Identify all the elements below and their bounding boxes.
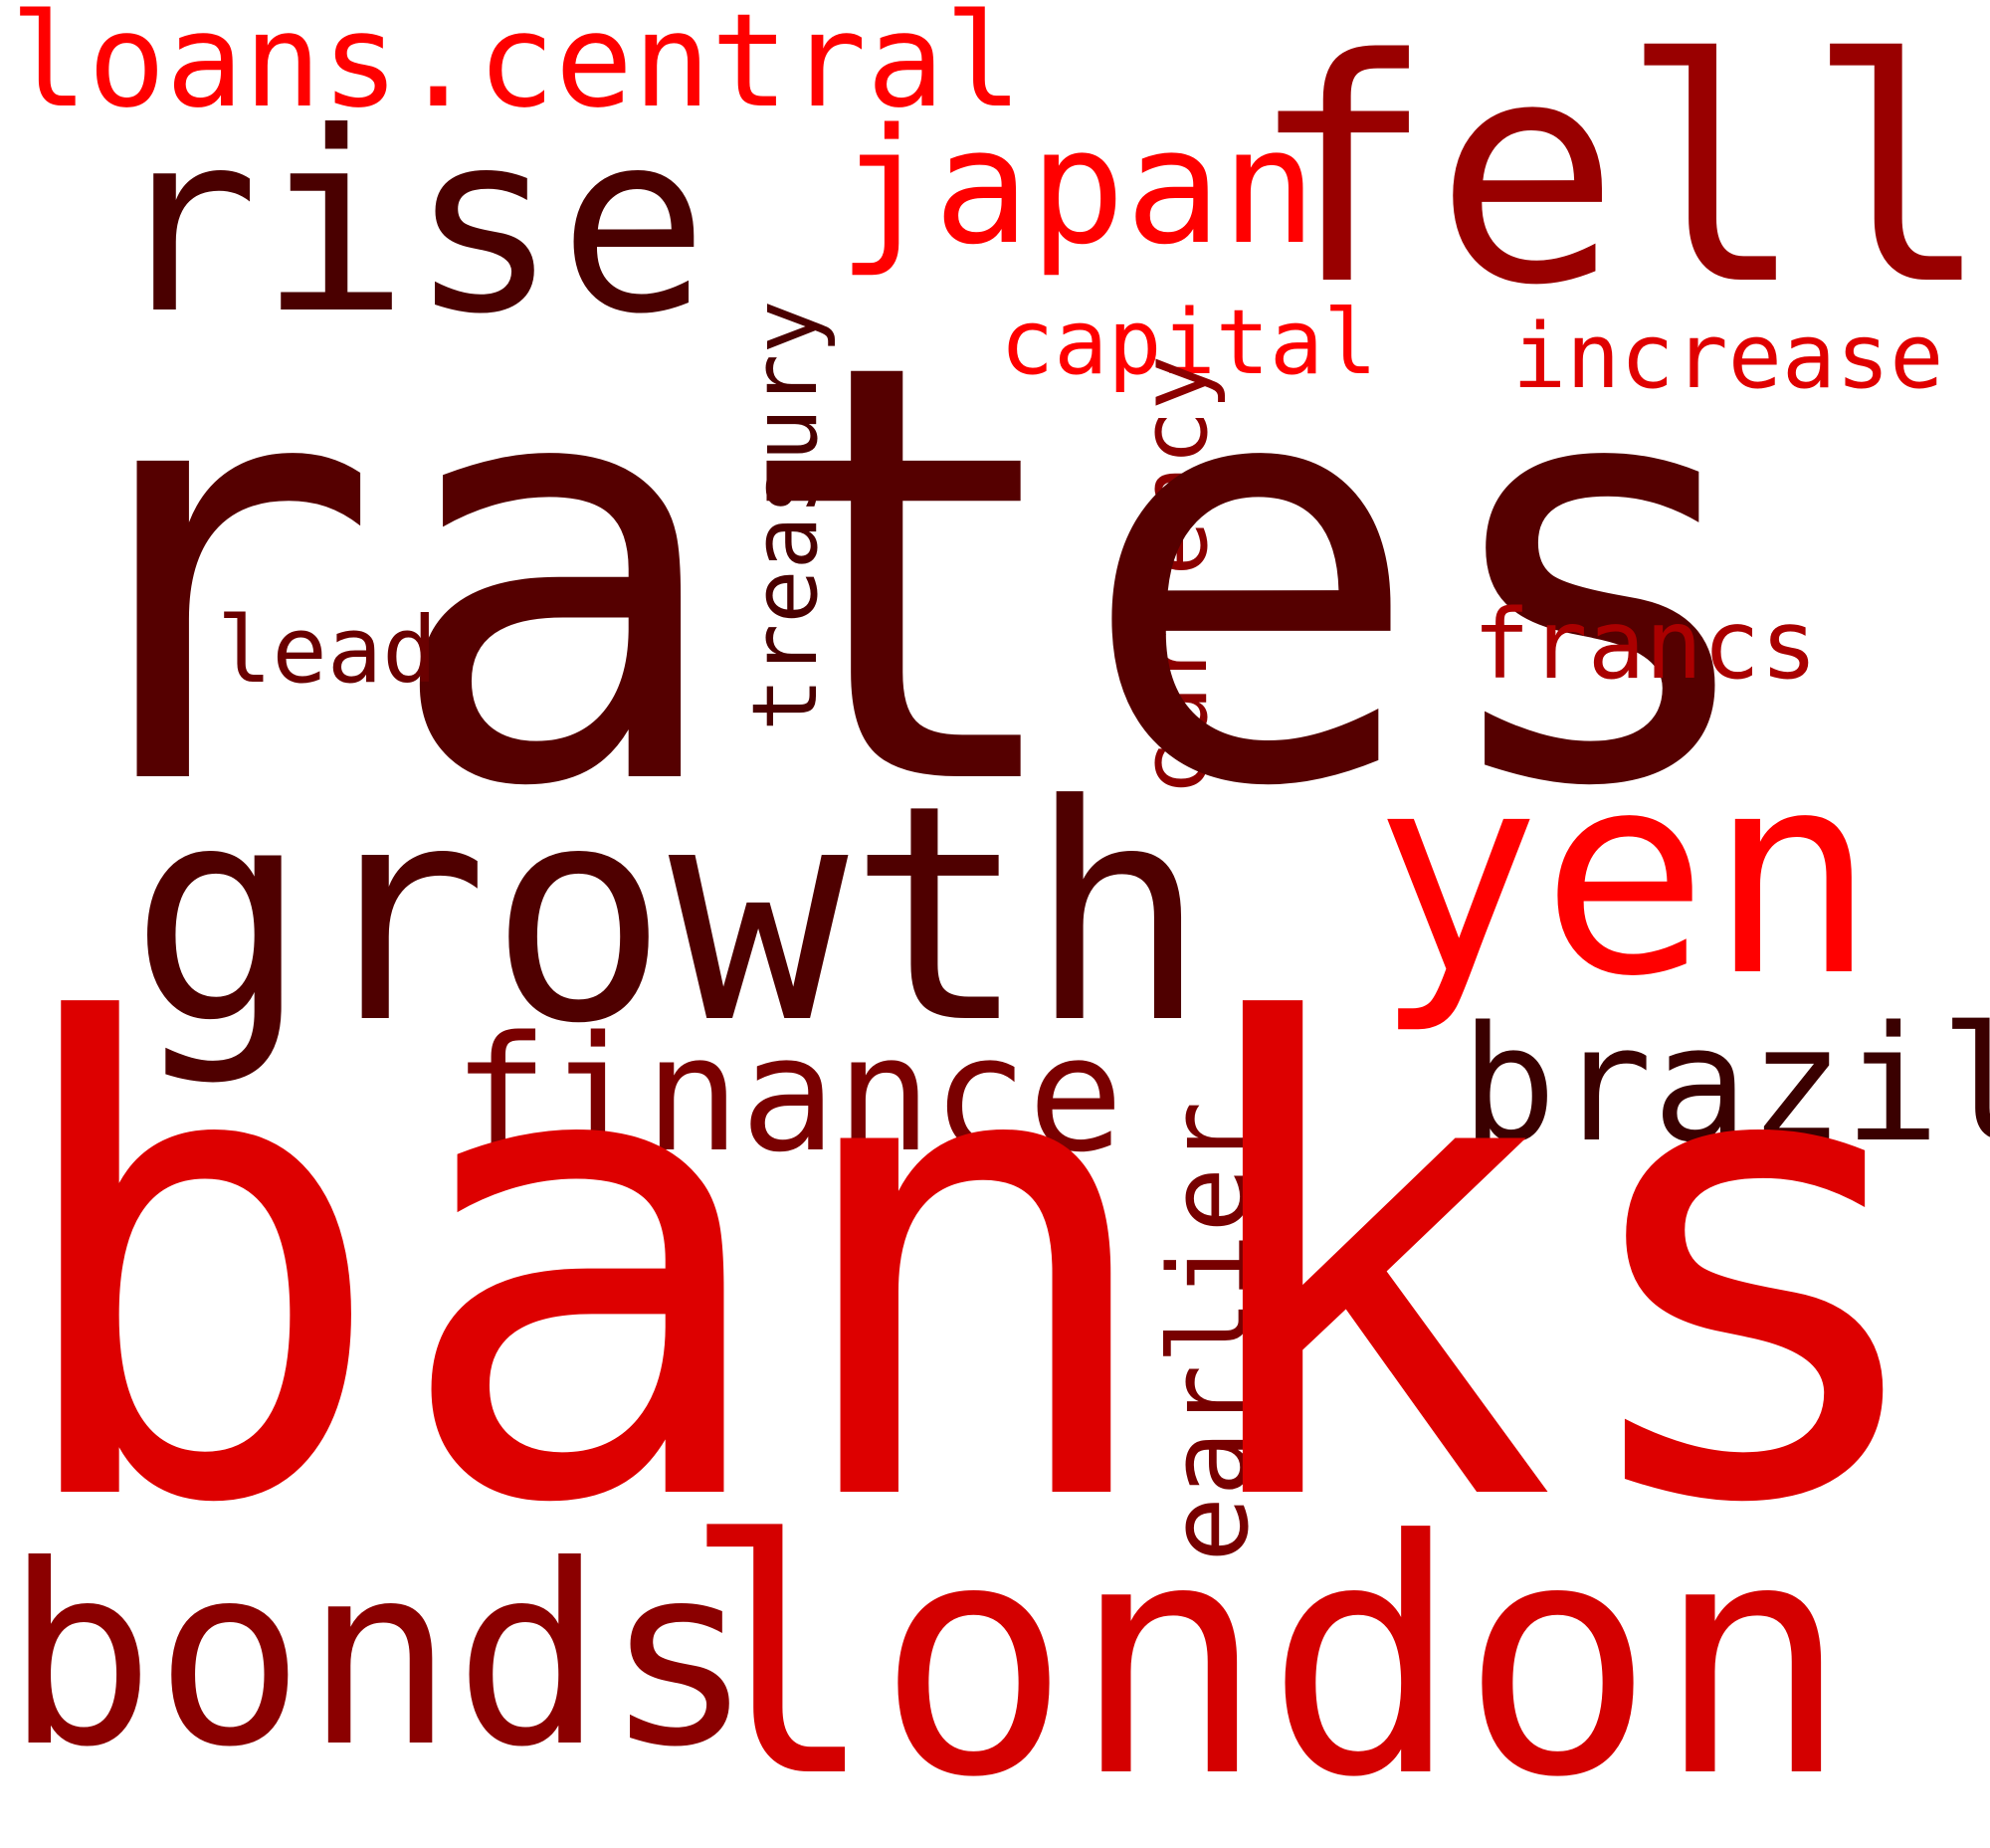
word-capital: capital xyxy=(1000,291,1378,395)
word-loans-central: loans.central xyxy=(10,0,1023,136)
word-brazil: brazil xyxy=(1461,991,1990,1177)
word-increase: increase xyxy=(1512,305,1944,409)
word-finance: finance xyxy=(453,1001,1124,1187)
word-lead: lead xyxy=(217,597,438,704)
word-london: london xyxy=(682,1471,1850,1848)
word-francs: francs xyxy=(1473,589,1818,701)
word-rise: rise xyxy=(109,79,709,368)
word-fell: fell xyxy=(1249,0,1990,353)
word-japan: japan xyxy=(838,94,1317,280)
word-yen: yen xyxy=(1373,714,1877,1038)
word-banks: banks xyxy=(0,893,1947,1645)
word-rates: rates xyxy=(35,241,1772,913)
word-growth: growth xyxy=(129,741,1208,1089)
word-bonds: bonds xyxy=(5,1512,754,1801)
